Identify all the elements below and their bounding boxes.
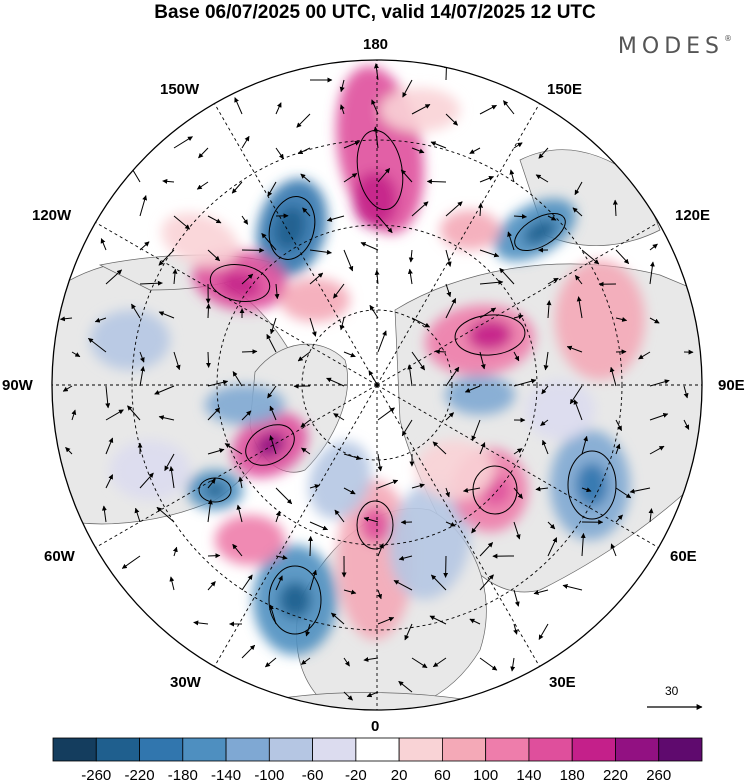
colorbar-tick-label: 260 xyxy=(646,767,671,784)
colorbar-tick-label: -180 xyxy=(168,767,198,784)
colorbar-tick-label: 20 xyxy=(391,767,408,784)
lon-label-30e: 30E xyxy=(549,674,576,691)
anomaly-cell xyxy=(110,440,190,500)
colorbar-tick-label: -60 xyxy=(302,767,324,784)
colorbar-tick-label: -140 xyxy=(211,767,241,784)
anomaly-cell xyxy=(215,515,285,565)
anomaly-cell xyxy=(280,278,350,322)
lon-label-30w: 30W xyxy=(170,674,201,691)
anomaly-cell xyxy=(440,210,500,250)
lon-label-60e: 60E xyxy=(670,548,697,565)
anomaly-cell xyxy=(445,375,515,415)
colorbar-tick-label: -220 xyxy=(125,767,155,784)
wind-vector xyxy=(208,304,209,318)
lon-label-60w: 60W xyxy=(44,548,75,565)
colorbar-tick-label: -260 xyxy=(81,767,111,784)
lon-label-120e: 120E xyxy=(675,207,710,224)
colorbar-tick-label: 100 xyxy=(473,767,498,784)
reference-vector-label: 30 xyxy=(665,684,678,698)
wind-vector xyxy=(446,63,447,80)
colorbar-tick-label: 60 xyxy=(434,767,451,784)
anomaly-cell xyxy=(576,463,608,507)
colorbar-tick-label: 180 xyxy=(560,767,585,784)
wind-vector xyxy=(435,351,446,352)
colorbar-tick-label: -100 xyxy=(254,767,284,784)
lon-label-180: 180 xyxy=(363,36,388,53)
lon-label-0: 0 xyxy=(371,718,379,735)
lon-label-150w: 150W xyxy=(160,81,199,98)
anomaly-cell xyxy=(360,507,390,543)
anomaly-cell xyxy=(279,582,311,618)
lon-label-90w: 90W xyxy=(2,377,33,394)
wind-vector xyxy=(242,351,257,352)
wind-vector xyxy=(310,536,311,556)
wind-vector xyxy=(208,352,209,367)
wind-vector xyxy=(427,181,446,182)
colorbar-tick-label: 140 xyxy=(516,767,541,784)
lon-label-90e: 90E xyxy=(718,377,745,394)
anomaly-cell xyxy=(205,482,225,498)
colorbar-tick-label: 220 xyxy=(603,767,628,784)
lon-label-150e: 150E xyxy=(547,81,582,98)
anomaly-cell xyxy=(525,380,595,440)
anomaly-cell xyxy=(555,260,645,380)
lon-label-120w: 120W xyxy=(32,207,71,224)
colorbar-tick-label: -20 xyxy=(345,767,367,784)
